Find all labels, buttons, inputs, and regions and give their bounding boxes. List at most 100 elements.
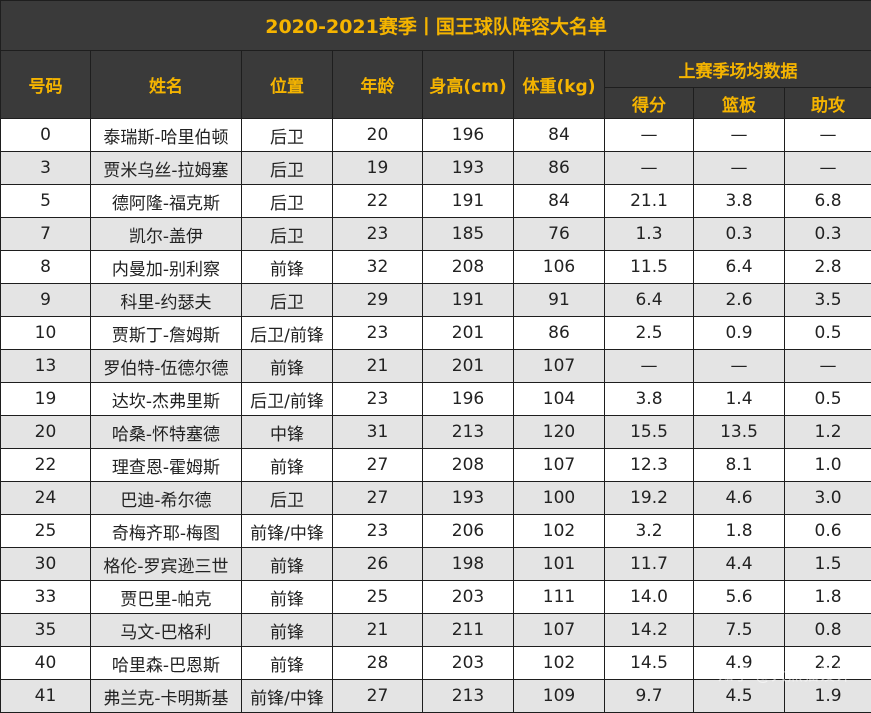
- cell-weight: 107: [514, 449, 605, 482]
- cell-number: 7: [1, 218, 91, 251]
- cell-height: 203: [423, 647, 514, 680]
- cell-weight: 104: [514, 383, 605, 416]
- cell-points: 6.4: [605, 284, 694, 317]
- cell-number: 9: [1, 284, 91, 317]
- cell-number: 20: [1, 416, 91, 449]
- cell-rebounds: 0.9: [694, 317, 785, 350]
- header-weight: 体重(kg): [514, 51, 605, 119]
- cell-points: 11.5: [605, 251, 694, 284]
- cell-rebounds: —: [694, 152, 785, 185]
- cell-rebounds: 1.8: [694, 515, 785, 548]
- cell-assists: 3.5: [785, 284, 871, 317]
- cell-assists: 6.8: [785, 185, 871, 218]
- cell-number: 40: [1, 647, 91, 680]
- cell-assists: —: [785, 350, 871, 383]
- cell-rebounds: 1.4: [694, 383, 785, 416]
- header-assists: 助攻: [785, 88, 871, 119]
- cell-age: 25: [333, 581, 423, 614]
- cell-number: 25: [1, 515, 91, 548]
- cell-name: 马文-巴格利: [91, 614, 242, 647]
- cell-height: 211: [423, 614, 514, 647]
- cell-name: 奇梅齐耶-梅图: [91, 515, 242, 548]
- cell-rebounds: 13.5: [694, 416, 785, 449]
- cell-age: 32: [333, 251, 423, 284]
- cell-number: 30: [1, 548, 91, 581]
- cell-weight: 107: [514, 350, 605, 383]
- cell-name: 哈里森-巴恩斯: [91, 647, 242, 680]
- cell-name: 格伦-罗宾逊三世: [91, 548, 242, 581]
- cell-weight: 101: [514, 548, 605, 581]
- cell-height: 206: [423, 515, 514, 548]
- cell-position: 后卫: [242, 152, 333, 185]
- cell-age: 31: [333, 416, 423, 449]
- cell-rebounds: 3.8: [694, 185, 785, 218]
- cell-rebounds: 6.4: [694, 251, 785, 284]
- cell-age: 29: [333, 284, 423, 317]
- cell-name: 贾巴里-帕克: [91, 581, 242, 614]
- cell-name: 巴迪-希尔德: [91, 482, 242, 515]
- cell-height: 196: [423, 383, 514, 416]
- cell-number: 35: [1, 614, 91, 647]
- cell-name: 内曼加-别利察: [91, 251, 242, 284]
- cell-assists: 3.0: [785, 482, 871, 515]
- cell-rebounds: 7.5: [694, 614, 785, 647]
- cell-rebounds: 2.6: [694, 284, 785, 317]
- cell-points: 3.8: [605, 383, 694, 416]
- cell-position: 前锋/中锋: [242, 515, 333, 548]
- cell-position: 前锋: [242, 647, 333, 680]
- cell-weight: 102: [514, 515, 605, 548]
- cell-position: 前锋: [242, 614, 333, 647]
- cell-weight: 111: [514, 581, 605, 614]
- cell-points: 14.0: [605, 581, 694, 614]
- cell-weight: 86: [514, 152, 605, 185]
- cell-weight: 109: [514, 680, 605, 713]
- cell-weight: 106: [514, 251, 605, 284]
- cell-name: 凯尔-盖伊: [91, 218, 242, 251]
- cell-number: 22: [1, 449, 91, 482]
- cell-weight: 84: [514, 185, 605, 218]
- cell-weight: 102: [514, 647, 605, 680]
- cell-name: 科里-约瑟夫: [91, 284, 242, 317]
- cell-number: 41: [1, 680, 91, 713]
- cell-height: 185: [423, 218, 514, 251]
- cell-points: 1.3: [605, 218, 694, 251]
- cell-height: 191: [423, 185, 514, 218]
- cell-rebounds: 8.1: [694, 449, 785, 482]
- cell-rebounds: 4.4: [694, 548, 785, 581]
- cell-position: 后卫: [242, 218, 333, 251]
- cell-assists: 2.2: [785, 647, 871, 680]
- cell-position: 前锋: [242, 581, 333, 614]
- cell-assists: 1.5: [785, 548, 871, 581]
- cell-assists: 2.8: [785, 251, 871, 284]
- cell-age: 19: [333, 152, 423, 185]
- cell-number: 0: [1, 119, 91, 152]
- cell-points: —: [605, 350, 694, 383]
- cell-age: 26: [333, 548, 423, 581]
- title-row: 2020-2021赛季丨国王球队阵容大名单: [1, 1, 871, 51]
- cell-name: 哈桑-怀特塞德: [91, 416, 242, 449]
- cell-rebounds: 5.6: [694, 581, 785, 614]
- cell-assists: —: [785, 152, 871, 185]
- header-position: 位置: [242, 51, 333, 119]
- cell-position: 前锋: [242, 251, 333, 284]
- cell-position: 后卫/前锋: [242, 383, 333, 416]
- cell-height: 208: [423, 449, 514, 482]
- cell-name: 德阿隆-福克斯: [91, 185, 242, 218]
- cell-points: 15.5: [605, 416, 694, 449]
- cell-number: 13: [1, 350, 91, 383]
- cell-weight: 107: [514, 614, 605, 647]
- cell-number: 3: [1, 152, 91, 185]
- cell-number: 5: [1, 185, 91, 218]
